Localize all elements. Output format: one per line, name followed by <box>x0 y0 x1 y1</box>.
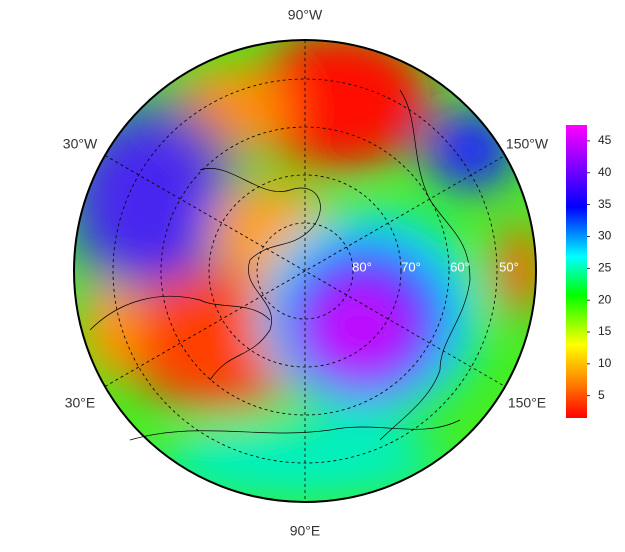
lat-label: 70° <box>401 259 421 274</box>
lat-labels: 80° 70° 60° 50° <box>352 259 519 274</box>
map-border <box>73 39 537 503</box>
colorbar-ticks: 5 10 15 20 25 30 35 40 45 <box>587 133 612 402</box>
lon-label: 30°E <box>65 395 96 411</box>
colorbar-tick-label: 45 <box>598 133 612 147</box>
lat-label: 50° <box>499 259 519 274</box>
lon-label: 30°W <box>63 136 98 152</box>
colorbar-tick-label: 35 <box>598 197 612 211</box>
lon-label: 150°E <box>508 395 546 411</box>
lat-label: 80° <box>352 259 372 274</box>
lon-label: 90°E <box>290 523 321 539</box>
lat-label: 60° <box>450 259 470 274</box>
colorbar-tick-label: 10 <box>598 356 612 370</box>
colorbar-tick-label: 40 <box>598 165 612 179</box>
colorbar-tick-label: 20 <box>598 292 612 306</box>
colorbar-tick-label: 25 <box>598 260 612 274</box>
lon-label: 150°W <box>506 136 549 152</box>
coastlines <box>89 89 471 441</box>
field <box>74 40 536 502</box>
colorbar-tick-label: 15 <box>598 324 612 338</box>
graticule <box>104 40 506 502</box>
lon-label: 90°W <box>288 7 323 23</box>
colorbar-tick-label: 30 <box>598 229 612 243</box>
colorbar-tick-label: 5 <box>598 388 605 402</box>
colorbar <box>566 125 587 418</box>
